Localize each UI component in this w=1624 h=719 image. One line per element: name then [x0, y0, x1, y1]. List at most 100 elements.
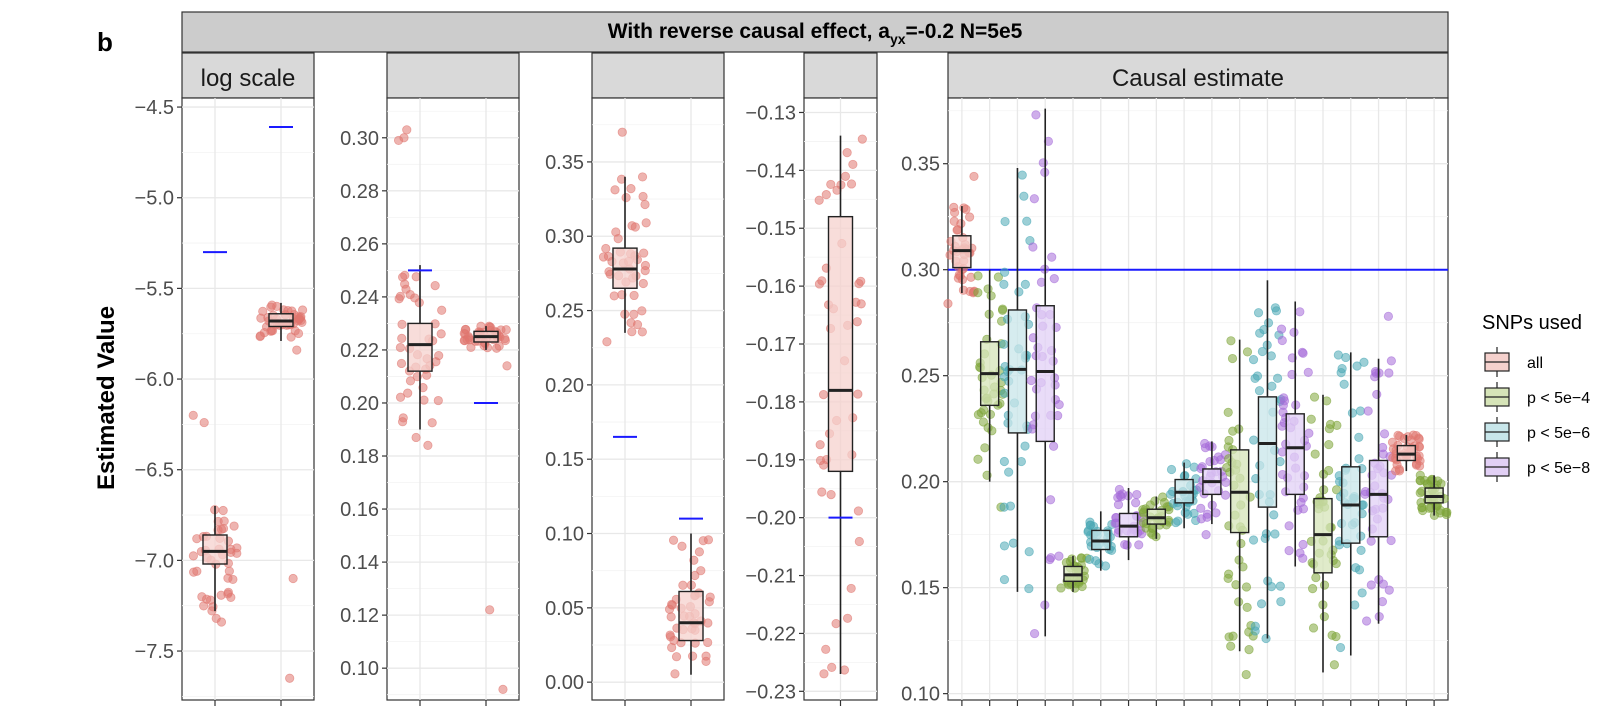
- data-point: [1355, 406, 1365, 416]
- data-point: [969, 171, 979, 182]
- y-tick-label: −0.18: [745, 392, 796, 414]
- box-iqr: [827, 215, 854, 473]
- data-point: [1379, 429, 1390, 439]
- y-tick-label: 0.12: [340, 605, 379, 627]
- data-point: [980, 443, 990, 453]
- data-point: [423, 440, 433, 451]
- data-point: [1384, 585, 1394, 595]
- data-point: [1414, 442, 1425, 452]
- data-point: [943, 299, 953, 309]
- data-point: [1411, 430, 1421, 441]
- data-point: [1236, 538, 1246, 549]
- box-iqr: [1257, 396, 1278, 508]
- data-point: [1339, 379, 1349, 389]
- box-iqr: [1035, 305, 1055, 443]
- data-point: [1158, 492, 1168, 502]
- box-2: [459, 321, 512, 694]
- data-point: [1415, 475, 1425, 486]
- data-point: [1249, 435, 1259, 445]
- data-point: [704, 597, 714, 607]
- data-point: [846, 583, 856, 594]
- data-point: [1383, 311, 1393, 321]
- data-point: [1403, 432, 1413, 442]
- data-point: [973, 409, 984, 420]
- data-point: [427, 418, 437, 428]
- data-point: [1257, 346, 1268, 357]
- data-point: [1150, 496, 1160, 506]
- data-point: [398, 417, 408, 427]
- data-point: [840, 171, 851, 181]
- data-point: [1029, 194, 1039, 204]
- data-point: [1352, 361, 1362, 371]
- data-point: [637, 327, 647, 337]
- y-tick-label: −0.14: [745, 160, 796, 182]
- data-point: [1227, 353, 1238, 364]
- data-point: [1347, 408, 1358, 418]
- data-point: [1201, 530, 1211, 540]
- data-point: [1354, 565, 1365, 575]
- title-prefix: With reverse causal effect, a: [608, 20, 891, 43]
- data-point: [1029, 628, 1040, 639]
- data-point: [997, 305, 1008, 315]
- data-point: [466, 342, 476, 353]
- data-point: [418, 383, 428, 393]
- data-point: [1277, 447, 1288, 457]
- data-point: [1017, 170, 1027, 180]
- box-16: [1360, 311, 1397, 626]
- data-point: [1276, 597, 1286, 607]
- box-10: [1195, 438, 1231, 540]
- data-point: [815, 440, 825, 450]
- data-point: [496, 325, 506, 335]
- box-17: [1387, 430, 1425, 476]
- data-point: [1016, 456, 1026, 467]
- data-point: [1331, 485, 1342, 495]
- facet-strip: [181, 52, 315, 99]
- data-point: [1083, 527, 1093, 537]
- data-point: [219, 516, 229, 526]
- data-point: [999, 541, 1010, 551]
- data-point: [397, 319, 407, 329]
- box-iqr: [678, 590, 704, 642]
- data-point: [498, 684, 508, 694]
- data-point: [229, 521, 239, 531]
- y-tick-label: −6.0: [135, 369, 174, 391]
- data-point: [1134, 540, 1144, 550]
- data-point: [1416, 497, 1426, 508]
- data-point: [223, 573, 233, 583]
- data-point: [1020, 441, 1030, 451]
- data-point: [854, 536, 864, 547]
- data-point: [232, 543, 242, 553]
- data-point: [1298, 348, 1308, 358]
- data-point: [482, 343, 493, 353]
- data-point: [1147, 523, 1158, 534]
- data-point: [1275, 581, 1285, 591]
- data-point: [637, 306, 647, 316]
- data-point: [1289, 327, 1299, 337]
- data-point: [1226, 336, 1236, 346]
- data-point: [1298, 539, 1308, 550]
- data-point: [1377, 597, 1388, 607]
- y-tick-label: −7.5: [135, 641, 174, 663]
- data-point: [1211, 508, 1221, 518]
- data-point: [973, 454, 983, 464]
- box-2: [973, 269, 1008, 512]
- data-point: [1269, 510, 1279, 520]
- data-point: [1366, 580, 1376, 590]
- data-point: [1234, 597, 1244, 607]
- data-point: [666, 612, 676, 622]
- y-tick-label: 0.00: [545, 672, 584, 694]
- data-point: [1359, 357, 1369, 367]
- data-point: [1356, 545, 1366, 555]
- data-point: [202, 594, 212, 604]
- data-point: [602, 337, 612, 347]
- data-point: [670, 669, 680, 679]
- data-point: [687, 651, 698, 661]
- data-point: [630, 222, 640, 232]
- box-12: [1248, 280, 1286, 644]
- y-tick-label: 0.24: [340, 287, 379, 309]
- data-point: [1275, 457, 1285, 467]
- data-point: [999, 456, 1009, 467]
- y-tick-label: 0.14: [340, 552, 379, 574]
- data-point: [292, 345, 302, 355]
